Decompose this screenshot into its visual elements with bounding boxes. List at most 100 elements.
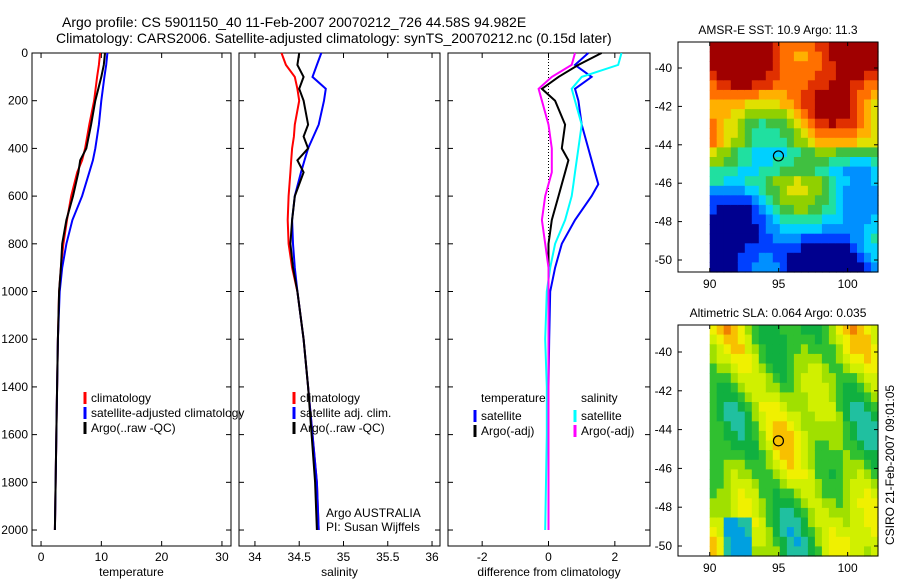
heatmap-cell	[758, 42, 767, 53]
heatmap-cell	[786, 262, 795, 273]
axes-box	[238, 52, 441, 547]
heatmap-cell	[758, 459, 767, 470]
heatmap-cell	[751, 507, 760, 519]
x-axis-label: difference from climatology	[477, 565, 620, 579]
heatmap-cell	[744, 80, 753, 91]
heatmap-cell	[779, 450, 788, 461]
heatmap-cell	[871, 430, 879, 442]
y-tick-label: -50	[655, 253, 673, 267]
heatmap-cell	[814, 118, 823, 129]
heatmap-cell	[709, 517, 718, 528]
heatmap-cell	[737, 243, 746, 254]
heatmap-cell	[807, 42, 816, 53]
heatmap-cell	[857, 109, 865, 120]
heatmap-cell	[828, 99, 837, 110]
heatmap-cell	[842, 325, 851, 336]
heatmap-cell	[842, 118, 851, 129]
heatmap-cell	[871, 195, 879, 206]
heatmap-cell	[779, 252, 788, 263]
heatmap-cell	[842, 42, 851, 53]
heatmap-cell	[800, 204, 809, 216]
heatmap-cell	[835, 185, 844, 196]
heatmap-cell	[857, 479, 865, 490]
heatmap-cell	[800, 488, 809, 499]
heatmap-cell	[786, 252, 795, 263]
heatmap-cell	[850, 99, 858, 110]
heatmap-cell	[723, 334, 732, 345]
heatmap-cell	[737, 185, 746, 196]
heatmap-cell	[828, 450, 837, 461]
heatmap-cell	[828, 61, 837, 72]
heatmap-cell	[864, 344, 872, 355]
heatmap-cell	[793, 325, 802, 336]
heatmap-cell	[765, 176, 774, 187]
heatmap-cell	[758, 450, 767, 461]
heatmap-cell	[716, 430, 725, 442]
heatmap-cell	[765, 214, 774, 225]
heatmap-cell	[864, 469, 872, 480]
heatmap-cell	[779, 185, 788, 196]
heatmap-cell	[751, 469, 760, 480]
heatmap-cell	[850, 479, 858, 490]
heatmap-cell	[758, 80, 767, 91]
heatmap-cell	[828, 204, 837, 216]
heatmap-cell	[857, 546, 865, 557]
heatmap-cell	[814, 334, 823, 345]
heatmap-cell	[828, 157, 837, 168]
axes-box	[677, 41, 879, 273]
heatmap-cell	[758, 363, 767, 374]
heatmap-cell	[835, 344, 844, 355]
heatmap-cell	[730, 70, 739, 81]
heatmap-cell	[857, 147, 865, 158]
heatmap-cell	[793, 459, 802, 470]
heatmap-cell	[723, 421, 732, 432]
heatmap-cell	[842, 517, 851, 528]
heatmap-cell	[842, 195, 851, 206]
heatmap-cell	[842, 430, 851, 442]
heatmap-cell	[716, 166, 725, 177]
heatmap-cell	[779, 70, 788, 81]
heatmap-cell	[772, 353, 781, 365]
heatmap-cell	[751, 99, 760, 110]
heatmap-cell	[842, 459, 851, 470]
heatmap-cell	[730, 252, 739, 263]
heatmap-cell	[758, 262, 767, 273]
heatmap-cell	[814, 214, 823, 225]
heatmap-cell	[793, 344, 802, 355]
x-tick-label: 35	[337, 550, 351, 564]
heatmap-cell	[716, 118, 725, 129]
x-tick-label: 90	[703, 277, 717, 291]
heatmap-cell	[835, 507, 844, 519]
heatmap-cell	[758, 382, 767, 393]
x-tick-label: 2	[611, 550, 618, 564]
heatmap-cell	[807, 546, 816, 557]
heatmap-cell	[793, 70, 802, 81]
heatmap-cell	[800, 344, 809, 355]
heatmap-cell	[800, 440, 809, 451]
legend-label: satellite	[581, 409, 622, 423]
heatmap-cell	[821, 51, 830, 62]
heatmap-cell	[737, 450, 746, 461]
heatmap-cell	[751, 373, 760, 384]
heatmap-cell	[800, 70, 809, 81]
heatmap-cell	[835, 243, 844, 254]
heatmap-cell	[835, 527, 844, 538]
heatmap-cell	[814, 402, 823, 413]
heatmap-cell	[821, 262, 830, 273]
heatmap-cell	[800, 363, 809, 374]
heatmap-cell	[786, 176, 795, 187]
heatmap-cell	[737, 166, 746, 177]
map-title: AMSR-E SST: 10.9 Argo: 11.3	[698, 23, 858, 37]
heatmap-cell	[786, 128, 795, 139]
heatmap-cell	[828, 243, 837, 254]
heatmap-cell	[779, 498, 788, 509]
heatmap-cell	[871, 137, 879, 148]
heatmap-cell	[857, 185, 865, 196]
heatmap-cell	[864, 109, 872, 120]
heatmap-cell	[786, 109, 795, 120]
heatmap-cell	[871, 128, 879, 139]
heatmap-cell	[871, 353, 879, 365]
heatmap-cell	[730, 488, 739, 499]
heatmap-cell	[821, 546, 830, 557]
heatmap-cell	[814, 42, 823, 53]
